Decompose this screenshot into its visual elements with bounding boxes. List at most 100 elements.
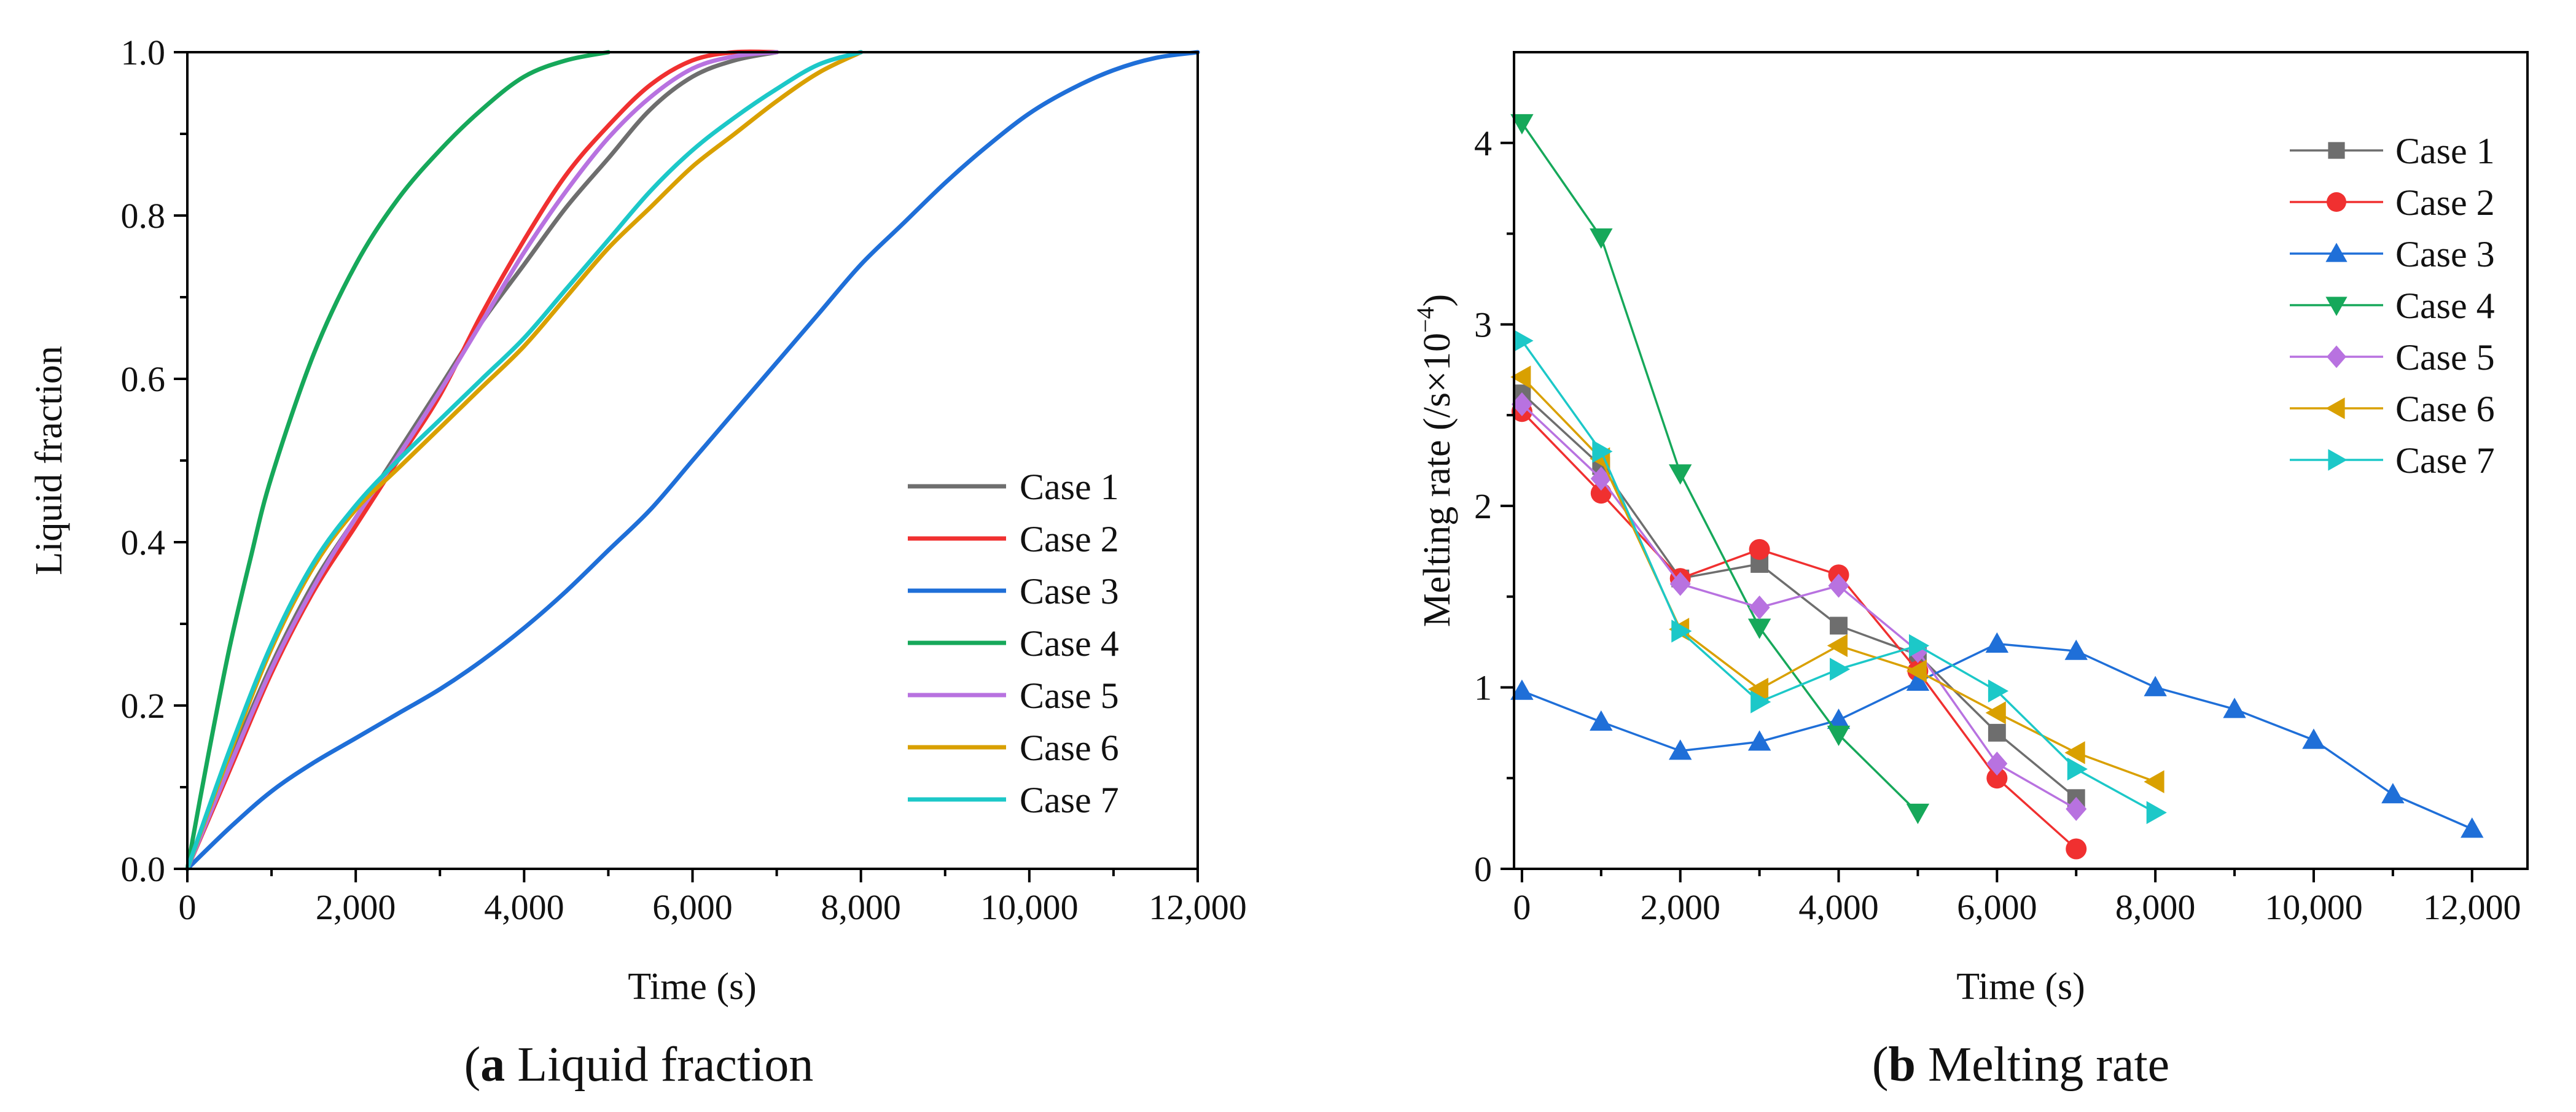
panel-b-marker-case-3 — [1747, 730, 1771, 751]
panel-a-series-case-7 — [185, 50, 864, 871]
panel-b-marker-case-7 — [1988, 679, 2009, 703]
panel-b-legend-swatch-marker — [2328, 142, 2345, 159]
panel-b-marker-case-3 — [2302, 728, 2325, 749]
panel-a-legend-label: Case 5 — [1020, 675, 1119, 716]
panel-a-legend: Case 1 Case 2 Case 3 Case 4 Case 5 Case 6 Case… — [908, 467, 1119, 820]
panel-a-y-tick-label: 1.0 — [121, 33, 166, 72]
panel-b-marker-case-4 — [1747, 618, 1771, 639]
panel-b-marker-case-6 — [1747, 677, 1769, 701]
panel-b-marker-case-7 — [1513, 329, 1534, 352]
panel-b-caption-title: Melting rate — [1916, 1038, 2169, 1092]
panel-a-y-axis-label: Liquid fraction — [28, 346, 70, 575]
panel-a-y-tick-label: 0.8 — [121, 196, 166, 236]
panel-b-marker-case-4 — [1590, 228, 1613, 249]
panel-b-marker-case-3 — [2144, 675, 2167, 696]
panel-b-marker-case-3 — [1827, 708, 1851, 729]
panel-b-marker-case-5 — [1749, 595, 1770, 620]
panel-b-melting-rate-chart: 0 2,000 4,000 6,000 8,000 10,000 12,000 0 1 2 3 4 T… — [1411, 51, 2529, 1092]
panel-b-marker-case-5 — [1986, 752, 2008, 776]
panel-b-series-line-case-5 — [1521, 403, 2077, 811]
panel-b-marker-case-5 — [1590, 467, 1612, 491]
panel-a-x-tick-label: 8,000 — [821, 887, 901, 927]
panel-a-caption-title: Liquid fraction — [505, 1038, 813, 1092]
panel-a-y-tick-label: 0.6 — [121, 359, 166, 399]
panel-b-marker-case-3 — [2064, 639, 2088, 660]
panel-b-legend-label: Case 4 — [2395, 286, 2495, 326]
panel-a-legend-label: Case 2 — [1020, 519, 1119, 559]
panel-b-legend-swatch-marker — [2327, 345, 2346, 368]
panel-b-marker-case-2 — [1590, 483, 1612, 504]
panel-b-y-tick-label: 2 — [1474, 486, 1492, 526]
panel-b-legend-swatch-marker — [2328, 449, 2348, 471]
panel-b-marker-case-3 — [1985, 632, 2009, 653]
panel-b-marker-case-3 — [1906, 670, 1930, 691]
panel-b-legend-swatch-marker — [2325, 243, 2348, 262]
panel-b-marker-case-5 — [2066, 796, 2087, 822]
panel-b-y-axis-label-exponent: −4 — [1411, 306, 1439, 333]
panel-b-marker-case-2 — [2066, 838, 2087, 860]
panel-b-x-tick-label: 8,000 — [2115, 887, 2196, 927]
panel-b-x-tick-label: 2,000 — [1640, 887, 1720, 927]
panel-b-y-tick-label: 0 — [1474, 849, 1492, 889]
panel-b-marker-case-1 — [1988, 723, 2006, 742]
panel-b-x-tick-label: 4,000 — [1798, 887, 1879, 927]
panel-a-caption-letter: a — [480, 1038, 505, 1092]
panel-b-caption: (b Melting rate — [1872, 1038, 2169, 1092]
panel-b-legend-label: Case 1 — [2395, 131, 2495, 171]
panel-b-marker-case-7 — [1592, 440, 1613, 463]
panel-a-curves — [185, 49, 1200, 871]
panel-b-marker-case-6 — [1906, 659, 1927, 683]
panel-a-x-tick-label: 12,000 — [1149, 887, 1247, 927]
panel-b-marker-case-3 — [1669, 739, 1692, 760]
panel-b-marker-case-6 — [1827, 634, 1848, 658]
panel-b-marker-case-5 — [1828, 573, 1849, 598]
panel-a-y-tick-label: 0.2 — [121, 686, 166, 726]
panel-b-legend-label: Case 5 — [2395, 337, 2495, 378]
panel-b-x-tick-label: 6,000 — [1957, 887, 2037, 927]
panel-b-marker-case-6 — [1510, 365, 1531, 389]
panel-a-series-case-5 — [185, 50, 779, 871]
panel-b-y-axis-label-close: ) — [1416, 294, 1458, 307]
panel-a-y-tick-label: 0.0 — [121, 849, 166, 889]
panel-b-curves — [1510, 114, 2484, 860]
panel-b-legend-label: Case 7 — [2395, 440, 2495, 481]
panel-a-x-tick-label: 0 — [179, 887, 197, 927]
panel-b-marker-case-6 — [2144, 770, 2164, 793]
panel-b-y-axis-label: Melting rate (/s×10−4) — [1411, 294, 1458, 627]
panel-b-x-tick-label: 0 — [1513, 887, 1531, 927]
panel-b-series-line-case-4 — [1521, 122, 1919, 814]
panel-b-marker-case-3 — [2223, 698, 2246, 718]
panel-b-marker-case-4 — [1510, 114, 1534, 134]
panel-b-legend-swatch-marker — [2327, 192, 2346, 212]
panel-a-series-case-3 — [185, 50, 1200, 871]
panel-b-marker-case-4 — [1906, 803, 1930, 825]
panel-b-marker-case-3 — [1590, 710, 1613, 731]
panel-b-ticks: 0 2,000 4,000 6,000 8,000 10,000 12,000 0 1 2 3 4 — [1474, 123, 2521, 927]
panel-a-x-tick-label: 4,000 — [484, 887, 564, 927]
panel-b-plot-frame — [1513, 51, 2529, 870]
panel-b-marker-case-3 — [2381, 783, 2405, 804]
panel-b-marker-case-6 — [1985, 701, 2006, 725]
panel-a-ticks: 0 2,000 4,000 6,000 8,000 10,000 12,000 0.0 0.2 0… — [121, 33, 1247, 927]
panel-a-x-tick-label: 2,000 — [316, 887, 396, 927]
panel-b-caption-letter: b — [1888, 1038, 1916, 1092]
panel-a-legend-label: Case 7 — [1020, 780, 1119, 820]
panel-b-marker-case-7 — [1830, 658, 1851, 681]
panel-b-legend: Case 1 Case 2 Case 3 Case 4 Case 5 Case 6 Case… — [2290, 131, 2495, 481]
panel-b-marker-case-3 — [1510, 679, 1534, 700]
panel-a-liquid-fraction-chart: 0 2,000 4,000 6,000 8,000 10,000 12,000 0.0 0.2 0… — [28, 33, 1247, 1092]
panel-a-legend-label: Case 4 — [1020, 623, 1119, 664]
panel-a-series-case-6 — [185, 50, 864, 871]
panel-b-legend-label: Case 6 — [2395, 389, 2495, 429]
panel-a-caption: (a Liquid fraction — [464, 1038, 814, 1092]
panel-b-legend-swatch-marker — [2325, 397, 2345, 419]
panel-a-x-tick-label: 6,000 — [652, 887, 733, 927]
panel-b-y-tick-label: 1 — [1474, 667, 1492, 707]
panel-b-x-tick-label: 12,000 — [2423, 887, 2521, 927]
panel-b-marker-case-2 — [1749, 539, 1770, 560]
panel-b-y-tick-label: 3 — [1474, 305, 1492, 344]
panel-b-marker-case-4 — [1669, 464, 1692, 485]
panel-b-marker-case-5 — [1669, 572, 1691, 596]
panel-a-legend-label: Case 6 — [1020, 728, 1119, 768]
